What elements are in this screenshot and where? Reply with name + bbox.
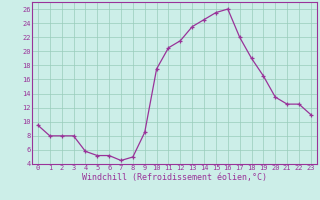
X-axis label: Windchill (Refroidissement éolien,°C): Windchill (Refroidissement éolien,°C) [82,173,267,182]
